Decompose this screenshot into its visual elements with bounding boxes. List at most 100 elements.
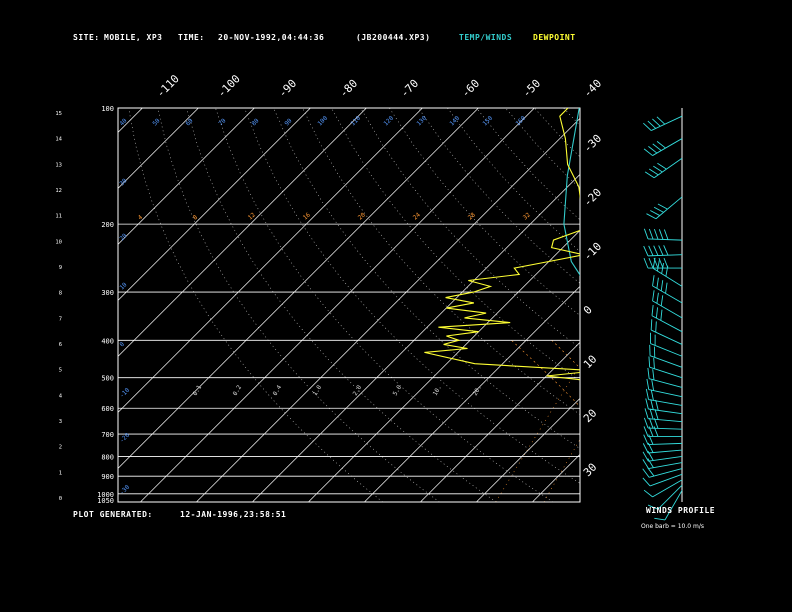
wind-barb-flag — [647, 504, 659, 510]
moist-adiabat — [731, 340, 754, 494]
mixing-ratio-line — [775, 292, 792, 502]
theta-label: 140 — [448, 115, 461, 128]
wind-barb-flag — [652, 143, 662, 151]
wind-barb-shaft — [649, 355, 683, 368]
wind-barb-flag — [652, 290, 655, 301]
wind-barb-flag — [648, 168, 659, 176]
top-temp-label: -90 — [276, 77, 299, 100]
wind-barb-flag — [665, 282, 668, 294]
wind-barb-flag — [647, 467, 655, 477]
top-temp-label: -100 — [215, 72, 243, 100]
isotherm — [118, 108, 311, 301]
mixing-ratio-label: 5.0 — [392, 384, 404, 397]
moist-adiabat — [688, 340, 731, 494]
plot-frame — [117, 107, 581, 503]
wind-barb-flag — [648, 228, 654, 240]
theta-label: 160 — [514, 115, 527, 128]
wind-barb — [647, 484, 683, 510]
theta-label: 50 — [151, 117, 161, 127]
wind-barb — [650, 319, 683, 345]
isotherm — [588, 108, 792, 502]
mixing-ratio-label: 8 — [192, 214, 200, 222]
wind-barb-flag — [658, 245, 664, 256]
wind-barb-shaft — [655, 196, 683, 220]
theta-label: 90 — [283, 117, 293, 127]
pressure-label: 300 — [101, 289, 114, 297]
top-temp-label: -60 — [459, 77, 482, 100]
mixing-ratio-label: 24 — [412, 211, 422, 221]
time-value: 20-NOV-1992,04:44:36 — [218, 33, 325, 42]
wind-barb-flag — [643, 122, 652, 131]
wind-barb — [645, 398, 683, 415]
wind-barb-shaft — [650, 329, 683, 345]
dry-adiabat — [215, 108, 554, 502]
legend-dewpoint: DEWPOINT — [533, 33, 576, 42]
theta-label: 20 — [118, 232, 128, 242]
moist-adiabat — [769, 340, 776, 494]
pressure-label: 900 — [101, 473, 114, 481]
wind-barb — [644, 408, 683, 423]
dry-adiabat — [563, 108, 580, 126]
wind-barb — [649, 344, 683, 368]
dewpoint-line — [424, 108, 580, 381]
wind-barb-flag — [643, 148, 653, 156]
wind-barb — [645, 388, 683, 406]
wind-barb-shaft — [649, 473, 683, 487]
right-temp-label: 0 — [581, 303, 595, 317]
pressure-label: 1000 — [97, 491, 114, 499]
dry-adiabat — [244, 108, 580, 484]
wind-barb-flag — [653, 165, 663, 173]
mixing-ratio-label: 2.0 — [352, 384, 364, 397]
dry-adiabat — [418, 108, 580, 284]
wind-barb-flag — [642, 477, 651, 487]
wind-barb-flag — [650, 319, 653, 331]
wind-barb-flag — [642, 459, 649, 469]
pressure-label: 400 — [101, 337, 114, 345]
wind-barb-shaft — [648, 455, 683, 462]
dry-adiabat — [476, 108, 580, 221]
wind-barb-flag — [663, 229, 669, 240]
wind-barb — [648, 356, 683, 379]
isotherm — [118, 108, 255, 245]
height-label: 15 — [55, 111, 62, 117]
wind-barb-shaft — [653, 157, 683, 179]
file-id: (JB200444.XP3) — [356, 33, 431, 42]
wind-barb-flag — [660, 309, 663, 321]
dry-adiabat — [447, 108, 580, 252]
wind-barb-flag — [657, 162, 667, 170]
wind-barb-flag — [648, 146, 658, 154]
wind-barb-flag — [642, 443, 649, 454]
theta-label: -30 — [118, 484, 131, 497]
isotherm — [308, 229, 580, 502]
wind-barb-shaft — [650, 115, 683, 131]
mixing-ratio-label: 20 — [357, 211, 367, 221]
wind-barb-flag — [660, 295, 664, 306]
wind-barb — [650, 332, 683, 357]
wind-barb — [643, 115, 683, 131]
pressure-label: 200 — [101, 221, 114, 229]
winds-profile-title: WINDS PROFILE — [646, 506, 716, 515]
height-label: 4 — [59, 393, 63, 399]
mixing-ratio-line — [686, 292, 792, 502]
dry-adiabat — [128, 108, 383, 502]
wind-barb — [652, 275, 683, 304]
wind-barb-flag — [660, 280, 664, 291]
wind-barb-shaft — [648, 238, 683, 241]
wind-barb-shaft — [648, 427, 683, 430]
theta-label: 80 — [250, 117, 260, 127]
height-label: 14 — [55, 137, 62, 143]
isotherm — [118, 108, 479, 469]
wind-barb-flag — [654, 409, 659, 420]
wind-barb-flag — [643, 489, 653, 498]
isotherm — [118, 108, 199, 189]
top-temp-label: -80 — [337, 77, 360, 100]
wind-barb-shaft — [648, 389, 683, 398]
mixing-ratio-line — [596, 292, 715, 502]
wind-barb-shaft — [648, 462, 683, 469]
wind-barb-flag — [658, 257, 664, 269]
mixing-ratio-line — [763, 292, 792, 502]
mixing-ratio-label: 28 — [467, 211, 477, 221]
wind-barb — [652, 290, 683, 319]
wind-barb-flag — [656, 277, 659, 289]
wind-barb-flag — [643, 434, 649, 445]
